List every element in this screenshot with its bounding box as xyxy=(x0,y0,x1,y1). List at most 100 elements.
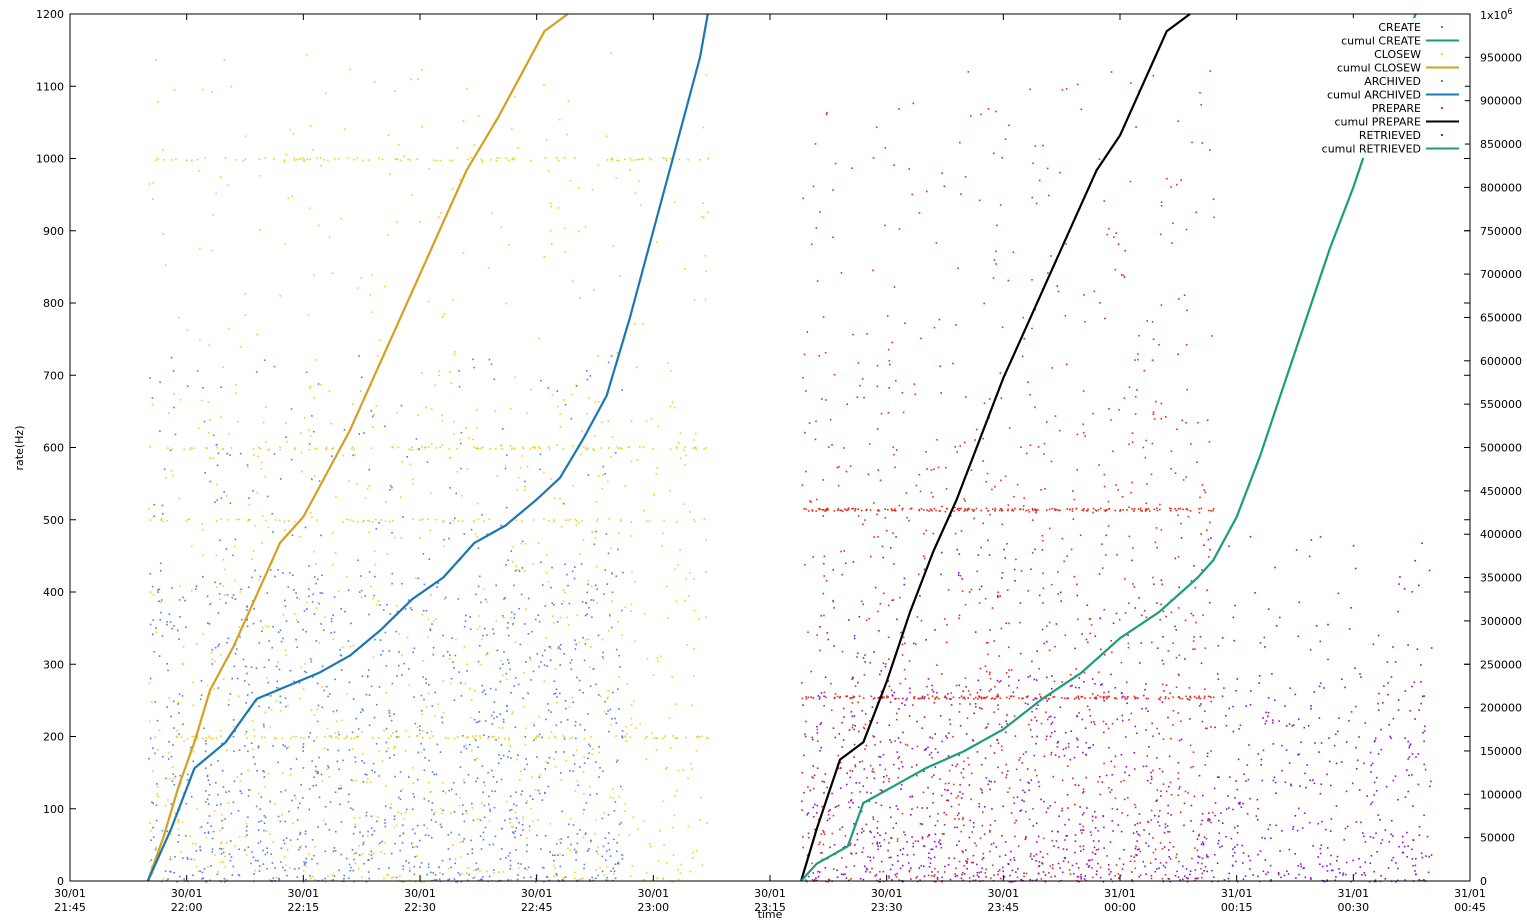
point-prepare xyxy=(954,506,956,509)
point-archived xyxy=(214,581,216,584)
point-retrieved xyxy=(1403,845,1406,848)
point-prepare xyxy=(1204,688,1206,690)
point-closew xyxy=(166,520,168,522)
point-prepare xyxy=(967,71,970,73)
point-closew xyxy=(360,390,362,392)
point-prepare xyxy=(987,641,989,644)
point-archived xyxy=(481,684,483,687)
point-closew xyxy=(559,426,562,428)
point-archived xyxy=(454,862,456,865)
point-closew xyxy=(265,406,267,408)
point-closew xyxy=(238,518,241,521)
point-prepare xyxy=(936,439,938,441)
point-archived xyxy=(525,802,528,804)
point-archived xyxy=(472,358,474,361)
point-retrieved xyxy=(1069,758,1072,761)
point-retrieved xyxy=(920,864,923,867)
point-archived xyxy=(423,748,425,751)
point-retrieved xyxy=(1328,737,1330,739)
point-prepare xyxy=(1179,507,1182,510)
point-archived xyxy=(431,802,434,804)
point-prepare xyxy=(1046,167,1049,170)
point-archived xyxy=(226,594,229,596)
point-prepare xyxy=(832,868,835,870)
point-prepare xyxy=(1007,279,1010,282)
point-closew xyxy=(419,732,421,735)
point-archived xyxy=(586,378,589,381)
point-archived xyxy=(221,827,224,829)
point-archived xyxy=(498,754,500,756)
point-closew xyxy=(227,802,230,804)
point-closew xyxy=(221,841,223,844)
point-closew xyxy=(412,448,414,451)
point-prepare xyxy=(1001,749,1003,751)
point-retrieved xyxy=(812,806,814,809)
point-prepare xyxy=(837,508,840,510)
point-retrieved xyxy=(1381,839,1384,841)
point-archived xyxy=(333,875,336,877)
point-prepare xyxy=(887,636,890,639)
point-archived xyxy=(432,872,435,874)
point-prepare xyxy=(931,737,934,739)
point-prepare xyxy=(865,619,868,622)
point-retrieved xyxy=(1256,798,1259,801)
point-archived xyxy=(509,859,512,862)
point-prepare xyxy=(948,782,950,785)
point-closew xyxy=(482,520,485,522)
point-closew xyxy=(673,201,676,203)
point-prepare xyxy=(830,709,833,711)
point-prepare xyxy=(949,723,952,725)
point-archived xyxy=(259,808,262,810)
point-closew xyxy=(340,217,343,220)
point-prepare xyxy=(1032,807,1034,810)
point-archived xyxy=(418,729,421,732)
point-archived xyxy=(299,846,301,849)
point-prepare xyxy=(1073,698,1076,700)
point-retrieved xyxy=(826,819,829,822)
point-closew xyxy=(402,833,405,836)
point-archived xyxy=(420,710,423,712)
point-retrieved xyxy=(1067,742,1070,745)
point-archived xyxy=(419,839,421,842)
point-closew xyxy=(601,487,603,490)
point-closew xyxy=(471,807,474,809)
point-archived xyxy=(228,790,230,793)
point-closew xyxy=(597,164,600,166)
point-closew xyxy=(212,457,214,459)
point-closew xyxy=(515,519,517,521)
point-archived xyxy=(561,602,563,605)
point-archived xyxy=(588,848,590,850)
point-archived xyxy=(617,861,619,864)
point-archived xyxy=(478,645,481,647)
point-archived xyxy=(441,716,443,719)
point-retrieved xyxy=(1167,830,1169,833)
point-closew xyxy=(514,376,517,379)
point-archived xyxy=(316,772,319,774)
point-archived xyxy=(605,879,607,881)
point-prepare xyxy=(1200,867,1202,870)
point-retrieved xyxy=(1169,692,1171,695)
point-prepare xyxy=(1186,698,1189,700)
point-archived xyxy=(178,599,181,601)
point-prepare xyxy=(897,776,899,779)
point-closew xyxy=(188,518,191,521)
point-prepare xyxy=(808,422,811,424)
point-prepare xyxy=(1165,790,1168,793)
point-prepare xyxy=(906,516,908,519)
point-retrieved xyxy=(1131,879,1133,881)
point-prepare xyxy=(1184,790,1187,793)
point-closew xyxy=(360,276,363,279)
point-archived xyxy=(149,677,152,680)
point-closew xyxy=(474,690,476,692)
point-closew xyxy=(162,878,165,880)
point-archived xyxy=(573,763,576,765)
point-archived xyxy=(308,565,310,567)
point-retrieved xyxy=(936,876,939,879)
point-archived xyxy=(294,794,296,797)
point-archived xyxy=(152,619,154,621)
point-closew xyxy=(565,759,568,762)
point-archived xyxy=(148,757,150,760)
point-prepare xyxy=(890,689,893,692)
point-retrieved xyxy=(1413,681,1416,683)
point-closew xyxy=(693,609,696,612)
